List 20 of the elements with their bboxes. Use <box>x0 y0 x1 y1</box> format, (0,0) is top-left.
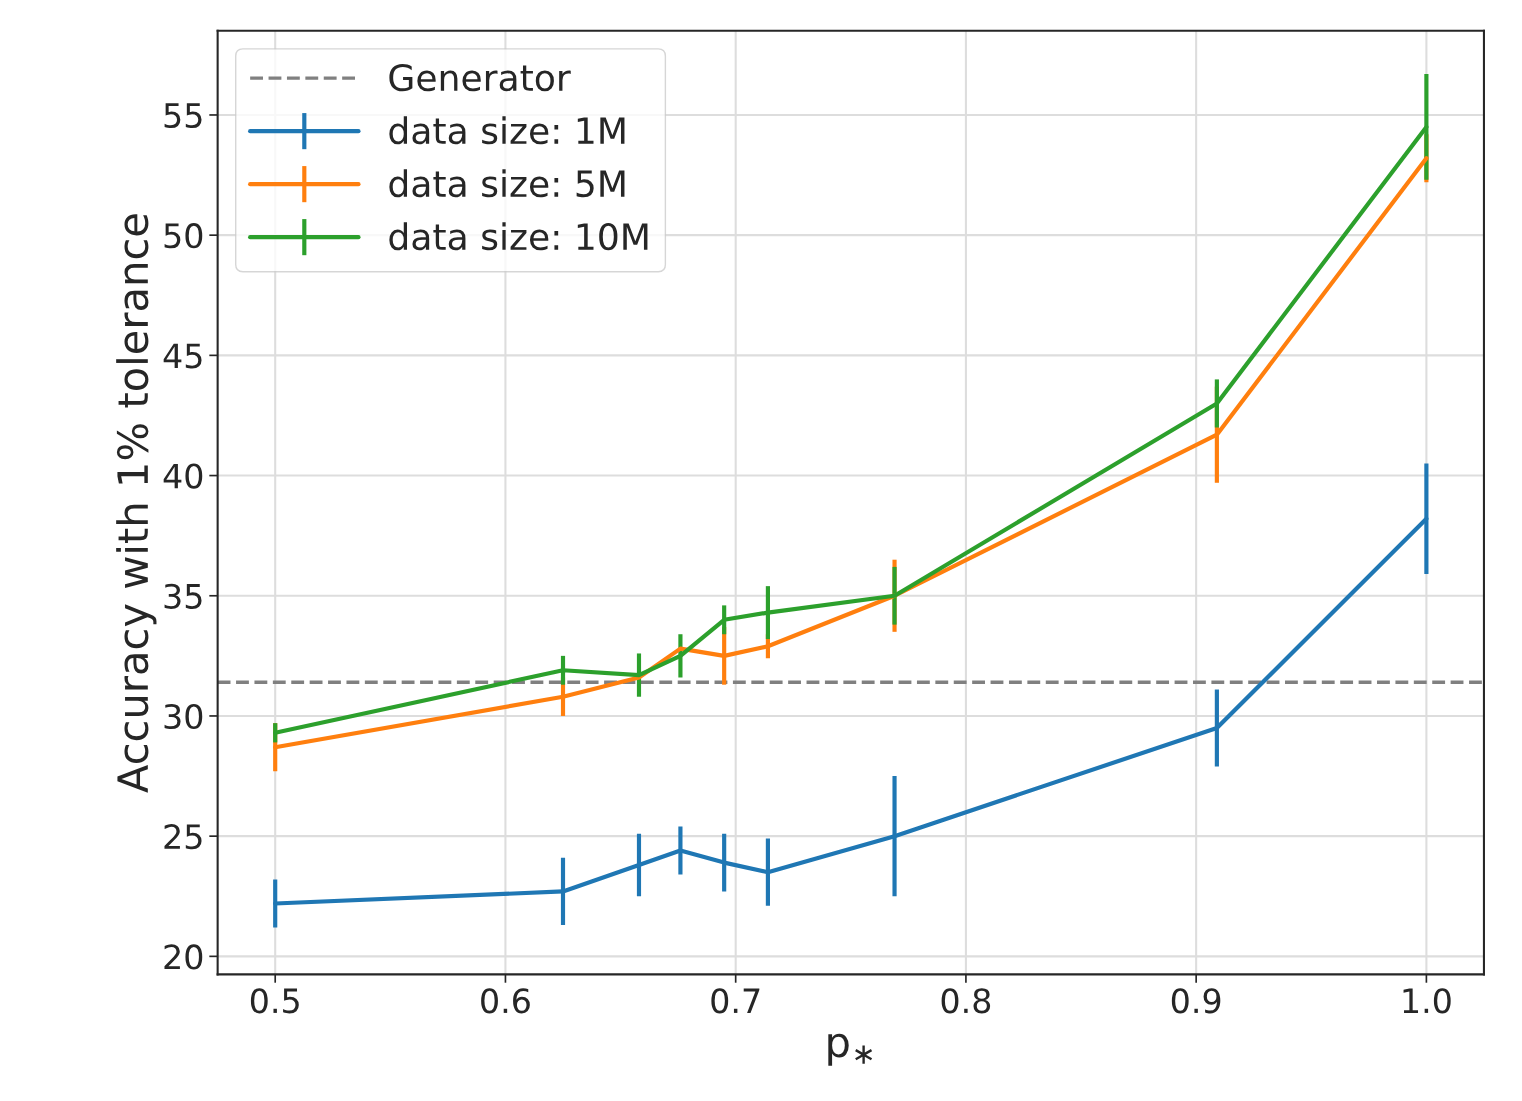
y-tick-label: 40 <box>163 463 203 489</box>
legend-label: Generator <box>389 63 571 92</box>
y-tick-label: 25 <box>164 824 202 850</box>
y-tick-label: 45 <box>163 343 202 369</box>
x-tick-label: 0.5 <box>250 988 299 1014</box>
x-axis-title: p$_{∗}$ <box>828 1033 873 1066</box>
x-tick-label: 0.8 <box>941 988 991 1014</box>
legend-label: data size: 5M <box>389 169 625 198</box>
y-tick-label: 55 <box>164 103 202 129</box>
legend-label: data size: 10M <box>389 222 648 251</box>
y-tick-label: 35 <box>164 583 202 609</box>
x-tick-label: 0.7 <box>711 988 760 1014</box>
x-tick-label: 1.0 <box>1403 988 1451 1014</box>
x-tick-label: 0.9 <box>1171 988 1221 1014</box>
x-tick-label: 0.6 <box>481 988 530 1014</box>
legend-label: data size: 1M <box>389 116 625 145</box>
y-axis-title: Accuracy with 1% tolerance <box>116 214 157 793</box>
y-tick-label: 50 <box>164 223 203 249</box>
y-tick-label: 20 <box>164 944 203 970</box>
y-tick-label: 30 <box>164 703 203 730</box>
